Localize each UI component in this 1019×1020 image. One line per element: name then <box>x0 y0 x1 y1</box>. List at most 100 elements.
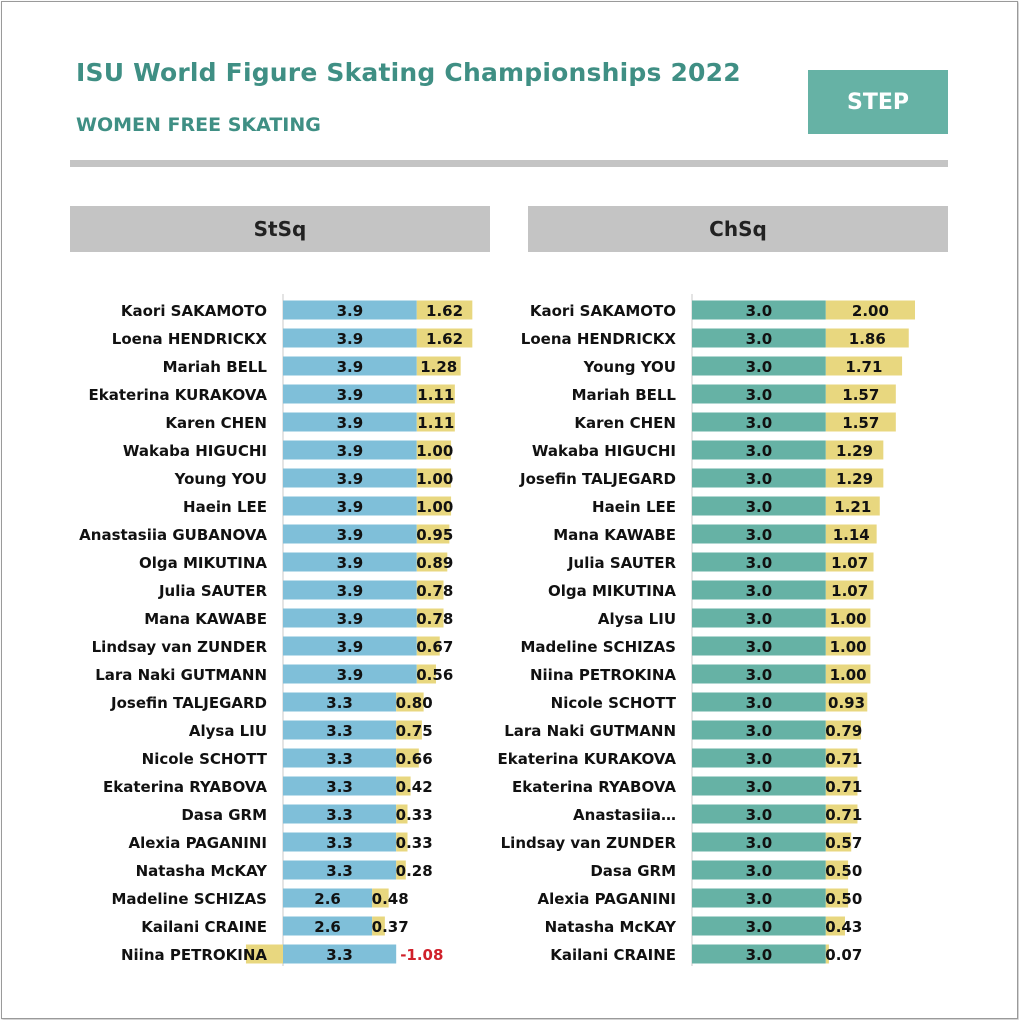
category-label: Dasa GRM <box>590 862 676 880</box>
goe-value-label: 0.57 <box>825 834 862 852</box>
category-label: Kaori SAKAMOTO <box>121 302 267 320</box>
goe-bar <box>245 944 283 964</box>
bar-row: Madeline SCHIZAS 3.0 1.00 <box>520 636 871 656</box>
base-bar <box>692 832 826 852</box>
goe-bar <box>825 328 909 348</box>
goe-value-label: 0.71 <box>825 778 862 796</box>
goe-value-label: 1.00 <box>416 470 453 488</box>
goe-bar <box>825 832 852 852</box>
goe-value-label: -1.08 <box>400 946 443 964</box>
base-value-label: 3.9 <box>337 498 364 516</box>
base-value-label: 3.0 <box>746 946 773 964</box>
base-value-label: 3.9 <box>337 414 364 432</box>
bar-row: Olga MIKUTINA 3.0 1.07 <box>548 580 874 600</box>
goe-bar <box>825 496 880 516</box>
bar-row: Ekaterina KURAKOVA 3.9 1.11 <box>89 384 455 404</box>
category-label: Josefin TALJEGARD <box>110 694 267 712</box>
base-bar <box>692 720 826 740</box>
bar-row: Anastasiia… 3.0 0.71 <box>573 804 862 824</box>
bar-row: Loena HENDRICKX 3.9 1.62 <box>112 328 473 348</box>
category-label: Ekaterina RYABOVA <box>103 778 267 796</box>
category-label: Alexia PAGANINI <box>128 834 267 852</box>
goe-bar <box>825 888 849 908</box>
base-value-label: 3.9 <box>337 386 364 404</box>
category-label: Young YOU <box>174 470 267 488</box>
category-label: Alysa LIU <box>189 722 267 740</box>
category-label: Natasha McKAY <box>545 918 678 936</box>
category-label: Kaori SAKAMOTO <box>530 302 676 320</box>
goe-value-label: 0.71 <box>825 750 862 768</box>
goe-bar <box>825 916 845 936</box>
category-label: Karen CHEN <box>574 414 676 432</box>
base-bar <box>283 524 417 544</box>
base-bar <box>283 776 397 796</box>
element-badge: STEP <box>808 70 948 134</box>
goe-value-label: 1.62 <box>426 330 463 348</box>
goe-value-label: 1.14 <box>833 526 870 544</box>
goe-bar <box>372 888 389 908</box>
goe-bar <box>825 636 871 656</box>
category-label: Dasa GRM <box>181 806 267 824</box>
base-value-label: 3.0 <box>746 834 773 852</box>
goe-value-label: 1.62 <box>426 302 463 320</box>
category-label: Natasha McKAY <box>136 862 269 880</box>
goe-value-label: 1.11 <box>417 386 454 404</box>
category-label: Niina PETROKINA <box>530 666 676 684</box>
panel-header-stsq: StSq <box>70 206 490 252</box>
goe-bar <box>396 692 424 712</box>
goe-bar <box>825 944 829 964</box>
bar-row: Loena HENDRICKX 3.0 1.86 <box>521 328 909 348</box>
goe-bar <box>825 440 884 460</box>
goe-bar <box>416 552 448 572</box>
bar-row: Kaori SAKAMOTO 3.0 2.00 <box>530 300 915 320</box>
base-value-label: 3.0 <box>746 638 773 656</box>
goe-bar <box>416 468 452 488</box>
goe-bar <box>396 860 406 880</box>
goe-bar <box>825 748 858 768</box>
base-value-label: 3.9 <box>337 638 364 656</box>
goe-value-label: 0.50 <box>825 862 862 880</box>
base-value-label: 3.0 <box>746 582 773 600</box>
goe-bar <box>825 580 874 600</box>
base-value-label: 3.0 <box>746 806 773 824</box>
base-bar <box>692 776 826 796</box>
category-label: Lindsay van ZUNDER <box>92 638 268 656</box>
bar-row: Mariah BELL 3.0 1.57 <box>572 384 896 404</box>
goe-bar <box>825 692 868 712</box>
category-label: Olga MIKUTINA <box>548 582 676 600</box>
base-value-label: 3.0 <box>746 302 773 320</box>
base-value-label: 3.0 <box>746 750 773 768</box>
base-value-label: 3.0 <box>746 778 773 796</box>
category-label: Anastasiia GUBANOVA <box>79 526 267 544</box>
goe-value-label: 0.67 <box>416 638 453 656</box>
goe-value-label: 1.86 <box>849 330 886 348</box>
goe-value-label: 1.00 <box>416 442 453 460</box>
base-bar <box>283 440 417 460</box>
base-bar <box>283 356 417 376</box>
goe-value-label: 0.71 <box>825 806 862 824</box>
base-value-label: 3.9 <box>337 666 364 684</box>
category-label: Mana KAWABE <box>553 526 676 544</box>
goe-value-label: 0.79 <box>825 722 862 740</box>
base-bar <box>692 608 826 628</box>
category-label: Haein LEE <box>183 498 267 516</box>
base-bar <box>283 748 397 768</box>
goe-bar <box>825 720 862 740</box>
category-label: Anastasiia… <box>573 806 676 824</box>
base-value-label: 3.0 <box>746 554 773 572</box>
goe-bar <box>825 776 858 796</box>
bar-row: Niina PETROKINA 3.3 -1.08 <box>121 944 443 964</box>
goe-bar <box>825 468 884 488</box>
goe-value-label: 0.37 <box>372 918 409 936</box>
bar-row: Josefin TALJEGARD 3.0 1.29 <box>519 468 884 488</box>
category-label: Julia SAUTER <box>158 582 267 600</box>
base-value-label: 3.3 <box>326 862 353 880</box>
category-label: Haein LEE <box>592 498 676 516</box>
base-value-label: 3.0 <box>746 386 773 404</box>
base-bar <box>692 580 826 600</box>
category-label: Kailani CRAINE <box>141 918 267 936</box>
base-bar <box>692 888 826 908</box>
base-value-label: 3.9 <box>337 610 364 628</box>
base-bar <box>692 804 826 824</box>
